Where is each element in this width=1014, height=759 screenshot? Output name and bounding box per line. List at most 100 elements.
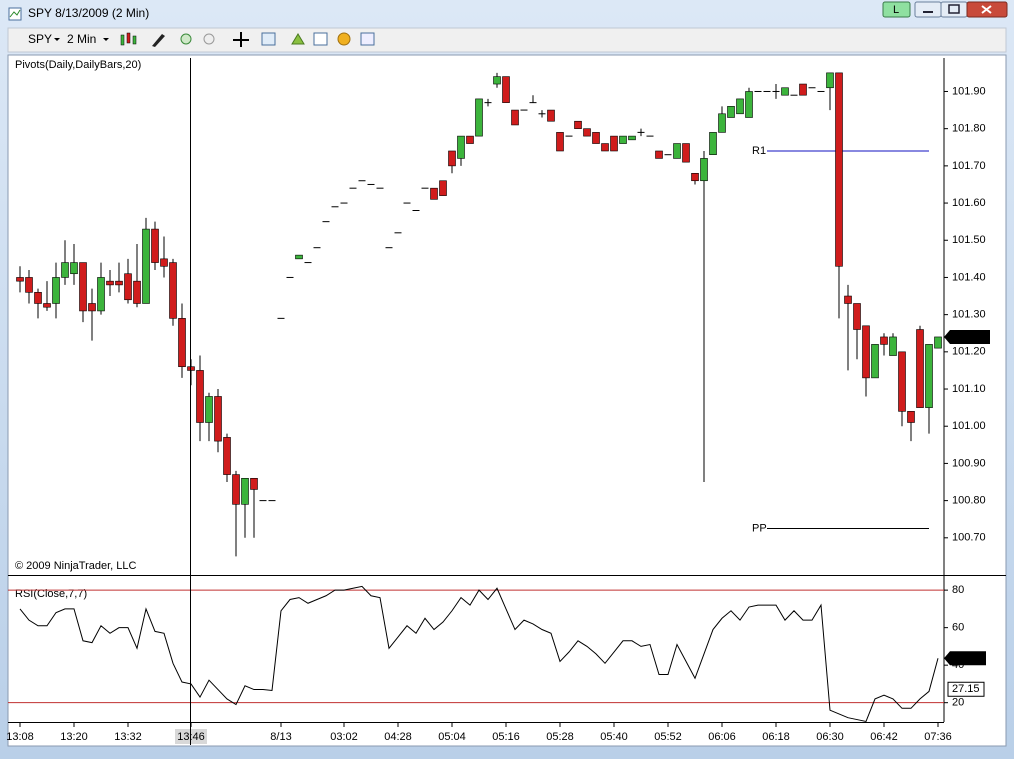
candle-body	[295, 254, 303, 260]
toolbar	[7, 27, 1007, 53]
dropdown-arrow	[54, 38, 60, 41]
workspace-button[interactable]	[882, 1, 911, 18]
candle-body	[43, 303, 51, 308]
candle-body	[826, 72, 834, 89]
x-tick-label: 8/13	[270, 731, 291, 743]
draw-tool-button[interactable]	[152, 34, 165, 47]
zoom-out-button[interactable]	[203, 33, 215, 45]
candle-body	[250, 477, 258, 490]
candle-body	[115, 280, 123, 286]
candle-body	[700, 158, 708, 182]
y-tick-label: 101.60	[952, 197, 986, 209]
zoom-in-button[interactable]	[180, 33, 192, 45]
candle-body	[466, 135, 474, 144]
candle-body	[547, 109, 555, 122]
x-tick-label: 05:28	[546, 731, 574, 743]
maximize-glyph	[948, 4, 960, 14]
candle-body	[97, 277, 105, 312]
candle-body	[511, 109, 519, 126]
chart-area	[7, 54, 1007, 747]
y-tick-label: 80	[952, 584, 964, 596]
candle-body	[907, 411, 915, 423]
workspace-button-label[interactable]: L	[893, 4, 899, 16]
candle-body	[673, 143, 681, 159]
y-tick-label: 101.00	[952, 420, 986, 432]
candle-body	[898, 351, 906, 412]
last-price-label: 101.24	[953, 331, 987, 343]
y-tick-label: 101.70	[952, 160, 986, 172]
candle-body	[916, 329, 924, 408]
properties-button[interactable]	[261, 32, 276, 46]
close-glyph	[981, 5, 992, 14]
x-tick-label: 06:06	[708, 731, 736, 743]
y-tick-label: 100.80	[952, 495, 986, 507]
y-tick-label: 100.70	[952, 532, 986, 544]
y-tick-label: 101.10	[952, 383, 986, 395]
x-tick-label: 05:16	[492, 731, 520, 743]
x-tick-label: 13:32	[114, 731, 142, 743]
y-tick-label: 100.90	[952, 457, 986, 469]
last-price-marker	[944, 329, 990, 344]
app-icon-line	[9, 9, 21, 18]
rsi-label: RSI(Close,7,7)	[15, 588, 87, 600]
candle-body	[574, 120, 582, 129]
interval-selector[interactable]: 2 Min	[67, 32, 96, 46]
x-tick-label: 07:36	[924, 731, 952, 743]
window-title: SPY 8/13/2009 (2 Min)	[28, 6, 149, 20]
x-tick-label: 06:42	[870, 731, 898, 743]
app-icon	[8, 7, 22, 21]
crosshair-button[interactable]	[233, 32, 249, 47]
candle-body	[88, 303, 96, 312]
candle-body	[25, 277, 33, 293]
candle-body	[70, 262, 78, 275]
y-tick-label: 101.30	[952, 309, 986, 321]
x-tick-label: 13:20	[60, 731, 88, 743]
strategy-button[interactable]	[291, 33, 305, 45]
candle-body	[799, 83, 807, 96]
y-tick-label: 60	[952, 622, 964, 634]
candle-body	[583, 128, 591, 137]
dropdown-arrow	[103, 38, 109, 41]
candle-body	[871, 344, 879, 379]
chart-style-button[interactable]	[120, 32, 137, 46]
price-marker-button[interactable]	[337, 32, 351, 46]
x-tick-label: 06:18	[762, 731, 790, 743]
candle-body	[196, 370, 204, 423]
instrument-selector[interactable]: SPY	[28, 32, 52, 46]
data-box-button[interactable]	[360, 32, 375, 46]
candle-body	[52, 277, 60, 304]
candle-body	[223, 437, 231, 475]
candle-body	[853, 303, 861, 330]
candle-body	[142, 228, 150, 304]
candle-body	[592, 132, 600, 144]
candle-body	[133, 280, 141, 304]
y-tick-label: 101.40	[952, 271, 986, 283]
candle-body	[691, 173, 699, 182]
candle-body	[214, 396, 222, 442]
candle-body	[709, 132, 717, 156]
y-tick-label: 101.90	[952, 85, 986, 97]
rsi-line	[19, 585, 939, 723]
candle-body	[745, 91, 753, 118]
x-tick-label: 03:02	[330, 731, 358, 743]
x-tick-label: 06:30	[816, 731, 844, 743]
candle-body	[610, 135, 618, 152]
candle-body	[655, 150, 663, 159]
avg-value-box	[947, 681, 985, 697]
x-tick-label: 05:40	[600, 731, 628, 743]
candle-body	[151, 228, 159, 263]
pivot-label: PP	[752, 522, 767, 534]
indicator-label: Pivots(Daily,DailyBars,20)	[15, 59, 141, 71]
candle-body	[475, 98, 483, 137]
indicator-button[interactable]	[313, 32, 328, 46]
candle-body	[457, 135, 465, 159]
candle-body	[124, 273, 132, 301]
candle-body	[925, 344, 933, 408]
candle-body	[448, 150, 456, 167]
x-tick-label: 05:04	[438, 731, 466, 743]
y-tick-label: 101.50	[952, 234, 986, 246]
minimize-button[interactable]	[914, 1, 942, 18]
candle-body	[718, 113, 726, 133]
candle-body	[232, 474, 240, 505]
